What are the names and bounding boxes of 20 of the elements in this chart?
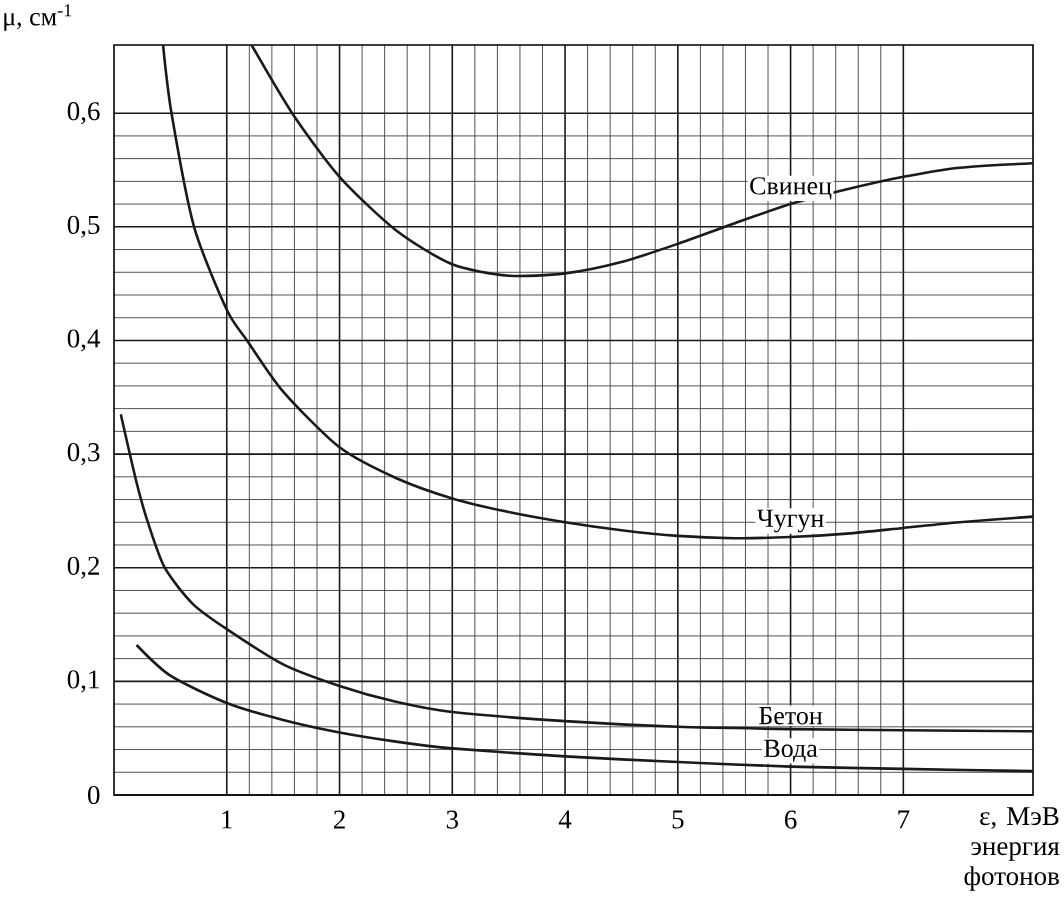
x-tick-label: 1 — [222, 810, 232, 829]
series-label: Вода — [764, 739, 818, 762]
y-tick-label: 0 — [88, 785, 100, 805]
y-tick-label: 0,5 — [67, 215, 100, 238]
x-axis-title: ε, МэВ энергия фотонов — [964, 807, 1060, 891]
x-tick-label: 2 — [333, 810, 345, 829]
x-tick-label: 4 — [558, 810, 572, 829]
y-tick-label: 0,1 — [67, 670, 99, 693]
x-tick-label: 6 — [784, 810, 797, 829]
y-axis-title: μ, см$^{-1}$ — [4, 4, 72, 31]
y-tick-label: 0,4 — [67, 329, 101, 352]
series-label: Чугун — [757, 509, 824, 533]
x-tick-label: 5 — [672, 810, 684, 829]
y-tick-label: 0,3 — [67, 443, 100, 466]
y-tick-label: 0,6 — [67, 102, 100, 125]
x-tick-label: 3 — [446, 810, 458, 829]
x-tick-label: 7 — [898, 810, 910, 829]
series-label: Свинец — [750, 177, 832, 200]
series-label: Бетон — [759, 707, 823, 725]
y-tick-label: 0,2 — [67, 556, 99, 579]
